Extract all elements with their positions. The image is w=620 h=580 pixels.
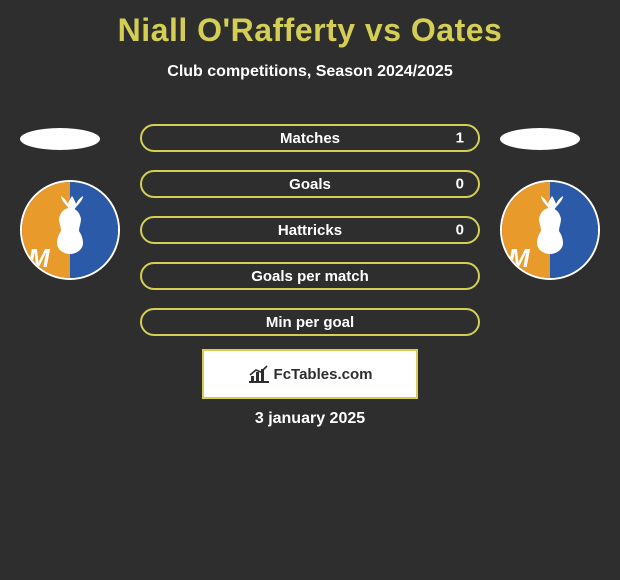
stag-icon bbox=[45, 194, 95, 256]
stat-label: Goals per match bbox=[251, 268, 369, 285]
club-letter-icon: M bbox=[28, 243, 50, 274]
stat-row-matches: Matches 1 bbox=[140, 124, 480, 152]
page-title: Niall O'Rafferty vs Oates bbox=[0, 0, 620, 49]
stat-label: Matches bbox=[280, 130, 340, 147]
stat-row-goals: Goals 0 bbox=[140, 170, 480, 198]
date-text: 3 january 2025 bbox=[0, 410, 620, 428]
club-letter-icon: M bbox=[508, 243, 530, 274]
player-right-avatar-placeholder bbox=[500, 128, 580, 150]
stat-row-min-per-goal: Min per goal bbox=[140, 308, 480, 336]
stat-row-goals-per-match: Goals per match bbox=[140, 262, 480, 290]
page-subtitle: Club competitions, Season 2024/2025 bbox=[0, 63, 620, 81]
stat-label: Goals bbox=[289, 176, 331, 193]
brand-text: FcTables.com bbox=[274, 366, 373, 383]
stag-icon bbox=[525, 194, 575, 256]
club-badge-right: M bbox=[500, 180, 600, 280]
player-left-avatar-placeholder bbox=[20, 128, 100, 150]
stat-label: Hattricks bbox=[278, 222, 342, 239]
stat-row-hattricks: Hattricks 0 bbox=[140, 216, 480, 244]
stat-value: 1 bbox=[456, 130, 464, 147]
stat-value: 0 bbox=[456, 176, 464, 193]
stat-label: Min per goal bbox=[266, 314, 354, 331]
brand-box: FcTables.com bbox=[202, 349, 418, 399]
stat-value: 0 bbox=[456, 222, 464, 239]
club-badge-left: M bbox=[20, 180, 120, 280]
bar-chart-icon bbox=[248, 365, 270, 383]
